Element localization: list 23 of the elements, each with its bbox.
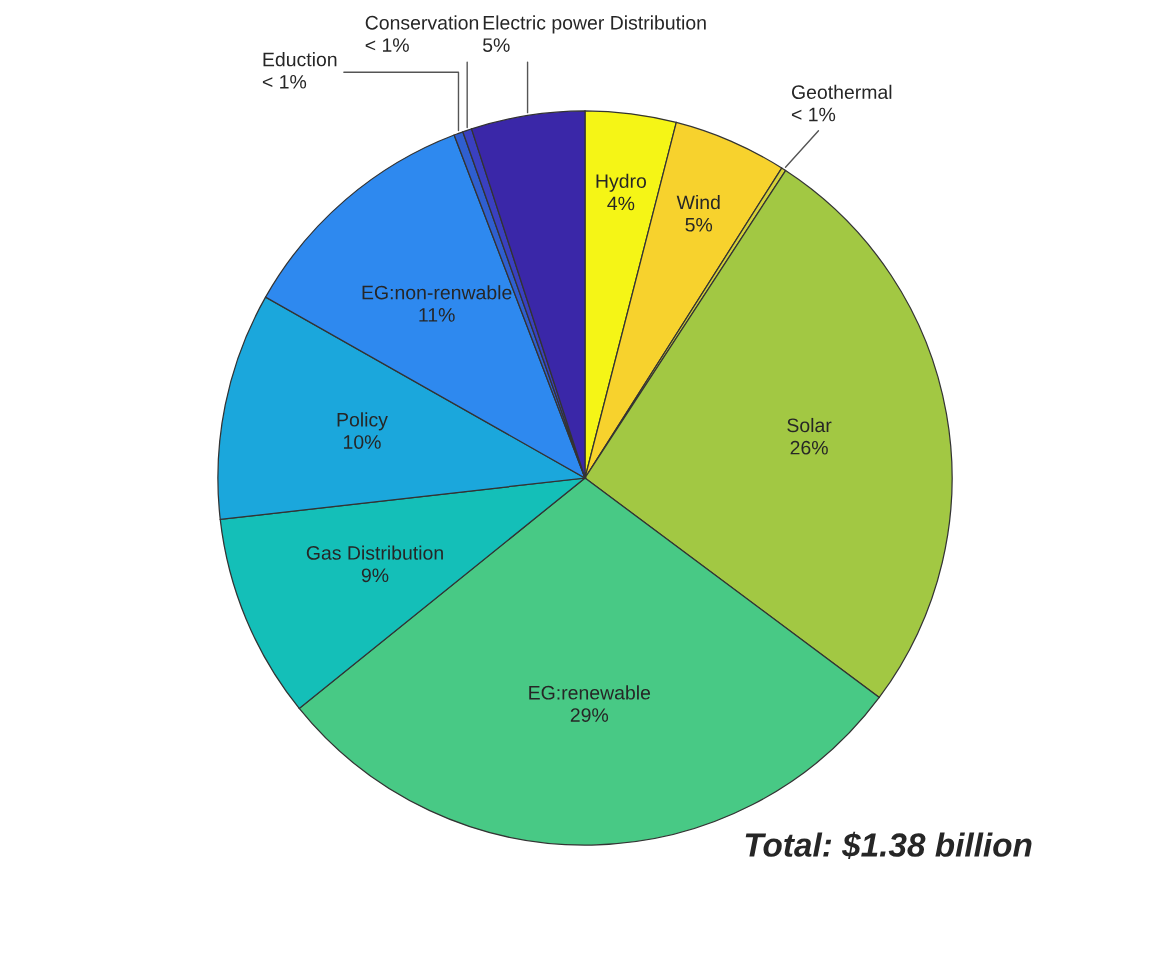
- data-label: 9%: [361, 568, 389, 583]
- data-label: 11%: [419, 308, 455, 322]
- data-label: 5%: [482, 38, 510, 52]
- data-label: < 1%: [791, 107, 836, 122]
- slice-label: EG:non-renwable: [362, 285, 512, 300]
- data-label: 4%: [607, 196, 635, 211]
- data-label: 26%: [790, 440, 828, 455]
- slice-label: Solar: [787, 417, 832, 433]
- data-label: < 1%: [365, 38, 409, 52]
- slice-label: Geothermal: [791, 84, 892, 100]
- slice-label: Wind: [676, 194, 720, 210]
- slice-label: Eduction: [263, 52, 337, 67]
- slice-label: Gas Distribution: [306, 545, 443, 560]
- slice-label: Hydro: [596, 173, 647, 192]
- slice-label: Policy: [337, 412, 388, 431]
- slice-label: Electric power Distribution: [483, 15, 706, 34]
- data-label: < 1%: [262, 75, 307, 89]
- text: Total: $1.38 billion: [745, 831, 1032, 860]
- slice-label: Conservation: [365, 15, 479, 30]
- data-label: 29%: [570, 708, 609, 722]
- data-label: 5%: [685, 217, 713, 232]
- data-label: 10%: [344, 435, 381, 449]
- slice-label: EG:renewable: [529, 685, 651, 700]
